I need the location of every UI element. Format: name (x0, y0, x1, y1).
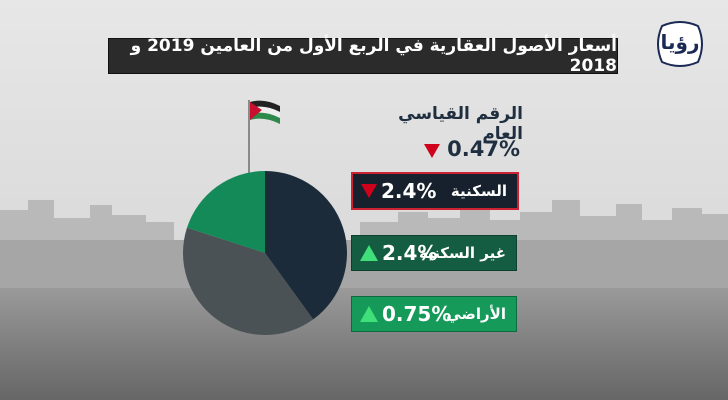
down-arrow-icon (424, 144, 440, 158)
residential-box: 2.4% السكنية (351, 172, 519, 210)
channel-logo: رؤيا (652, 18, 708, 70)
pie-slice-1 (265, 171, 347, 320)
logo-text: رؤيا (660, 30, 700, 54)
logo-mark-icon (657, 21, 703, 67)
general-index-label: الرقم القياسي العام (398, 104, 523, 144)
land-label: الأراضي (446, 305, 506, 323)
jordan-flag-icon (248, 100, 280, 226)
nonresidential-label: غير السكنية (418, 244, 506, 262)
residential-value: 2.4% (381, 179, 437, 203)
general-index-value: 0.47% (447, 137, 520, 161)
pie-chart (183, 171, 347, 335)
pie-slice-3 (187, 171, 265, 253)
up-arrow-icon (360, 245, 378, 261)
land-box: 0.75% الأراضي (351, 296, 517, 332)
down-arrow-icon (361, 184, 377, 198)
pie-slice-2 (183, 227, 314, 335)
nonresidential-box: 2.4% غير السكنية (351, 235, 517, 271)
nonresidential-value: 2.4% (382, 241, 438, 265)
chart-title: أسعار الأصول العقارية في الربع الأول من … (108, 36, 618, 76)
residential-label: السكنية (450, 182, 507, 200)
up-arrow-icon (360, 306, 378, 322)
land-value: 0.75% (382, 302, 452, 326)
